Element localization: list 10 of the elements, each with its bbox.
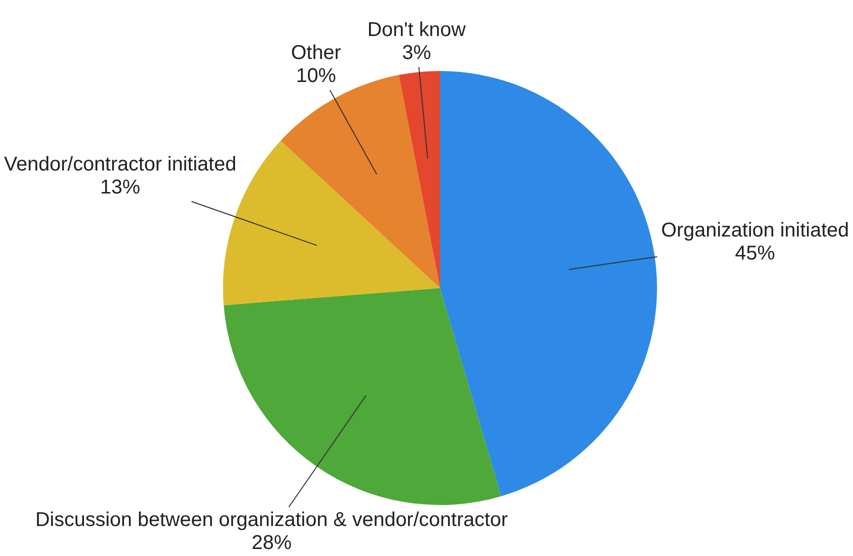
- data-label: 3%: [402, 42, 432, 64]
- slice-label: Vendor/contractor initiated: [4, 153, 236, 176]
- data-label: 45%: [735, 242, 776, 265]
- slice-label: Discussion between organization & vendor/contractor: [35, 509, 508, 532]
- slice-label: Organization initiated: [661, 220, 849, 242]
- data-label: 10%: [296, 65, 336, 88]
- data-label: 28%: [252, 532, 292, 554]
- slice-label: Don't know: [367, 19, 466, 42]
- data-label: 13%: [100, 176, 140, 198]
- slice-label: Other: [291, 42, 342, 64]
